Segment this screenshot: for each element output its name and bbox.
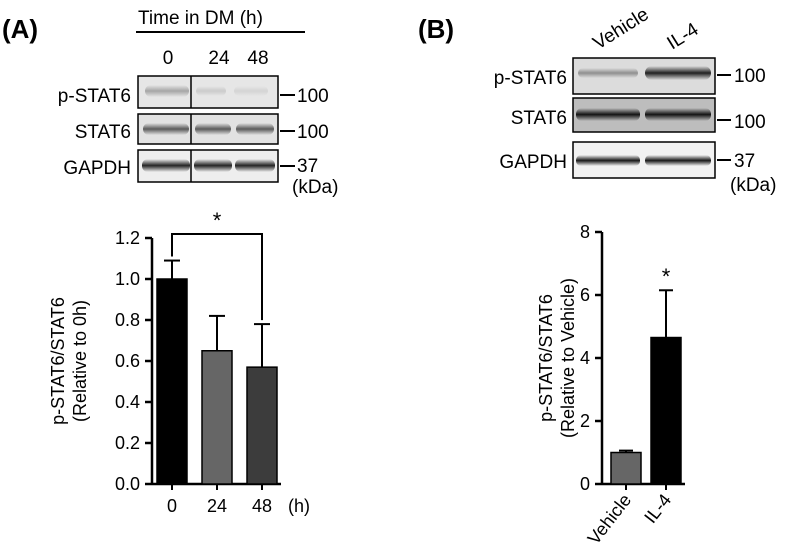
panel-b-kda-unit: (kDa) [730, 175, 776, 196]
y-axis-label: p-STAT6/STAT6 [536, 294, 556, 422]
panel-a-row-stat6: STAT6 [75, 122, 131, 143]
blot-band [576, 108, 640, 121]
panel-a-marker-stat6: 100 [297, 122, 329, 143]
x-tick-label: 24 [207, 496, 227, 516]
panel-b-row-gapdh: GAPDH [499, 152, 567, 173]
panel-a-row-gapdh: GAPDH [63, 158, 131, 179]
y-tick-label: 1.2 [115, 228, 140, 248]
blot-band [576, 155, 640, 166]
y-tick-label: 6 [580, 285, 590, 305]
panel-b-row-pstat6: p-STAT6 [494, 68, 567, 89]
x-tick-label: IL-4 [640, 490, 675, 527]
panel-a-marker-gapdh: 37 [297, 156, 318, 177]
significance-bracket [171, 233, 263, 321]
significance-star: * [213, 208, 222, 233]
y-tick-label: 0 [580, 474, 590, 494]
blot-band [145, 85, 189, 97]
y-tick-label: 1.0 [115, 269, 140, 289]
y-axis-label: p-STAT6/STAT6 [48, 297, 68, 425]
blot-band [645, 66, 711, 80]
panel-a-lane-48: 48 [247, 48, 268, 69]
blot-band [236, 123, 274, 135]
y-tick-label: 8 [580, 222, 590, 242]
panel-a-row-pstat6: p-STAT6 [58, 86, 131, 107]
panel-a-time-header: Time in DM (h) [138, 8, 263, 29]
panel-a-blot: (A) Time in DM (h) 0 24 48 p-STAT6 STAT6… [2, 8, 338, 198]
x-tick-label: Vehicle [584, 490, 635, 548]
y-tick-label: 0.0 [115, 474, 140, 494]
panel-a-marker-pstat6: 100 [297, 86, 329, 107]
x-axis-unit: (h) [288, 496, 310, 516]
y-tick-label: 0.6 [115, 351, 140, 371]
chart-a: 0.0 0.2 0.4 0.6 0.8 1.0 1.2 0 24 48 (h) p-STAT6/STA… [48, 208, 310, 516]
x-tick-label: 0 [167, 496, 177, 516]
blot-band [195, 123, 231, 135]
blot-band [645, 108, 711, 121]
panel-b-row-stat6: STAT6 [511, 108, 567, 129]
panel-a-kda-unit: (kDa) [292, 177, 338, 198]
panel-a-lane-24: 24 [208, 48, 230, 69]
bar [246, 366, 278, 485]
y-tick-label: 0.8 [115, 310, 140, 330]
panel-b-blot: (B) Vehicle IL-4 p-STAT6 STAT6 GAPDH 100… [418, 4, 776, 196]
blot-band [196, 86, 226, 96]
panel-b-label: (B) [418, 14, 454, 44]
significance-star: * [662, 264, 671, 289]
blot-band [578, 68, 638, 78]
blot-band [645, 155, 711, 166]
bar [156, 278, 188, 485]
panel-b-marker-pstat6: 100 [734, 66, 766, 87]
y-tick-label: 2 [580, 411, 590, 431]
y-tick-label: 0.4 [115, 392, 140, 412]
blot-band [143, 123, 189, 135]
blot-band [235, 159, 275, 172]
y-axis-label: (Relative to 0h) [70, 300, 90, 422]
panel-a-lane-0: 0 [163, 48, 174, 69]
bar [650, 336, 682, 485]
blot-band [142, 159, 190, 172]
x-tick-label: 48 [252, 496, 272, 516]
panel-a-label: (A) [2, 14, 38, 44]
y-axis-label: (Relative to Vehicle) [558, 278, 578, 438]
panel-b-lane-il4: IL-4 [664, 19, 703, 54]
y-tick-label: 4 [580, 348, 590, 368]
y-tick-label: 0.2 [115, 433, 140, 453]
chart-b: 0 2 4 6 8 Vehicle IL-4 p-STAT6/STAT6 (Relative t… [536, 222, 685, 548]
bar [610, 451, 642, 485]
blot-band [194, 159, 232, 172]
panel-b-lane-vehicle: Vehicle [590, 4, 653, 54]
panel-b-marker-gapdh: 37 [734, 151, 755, 172]
bar [201, 350, 233, 485]
blot-band [234, 86, 268, 96]
panel-b-marker-stat6: 100 [734, 112, 766, 133]
